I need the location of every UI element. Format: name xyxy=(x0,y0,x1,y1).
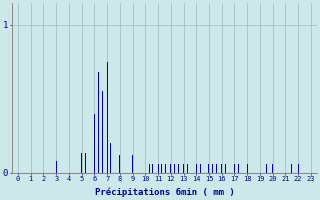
Bar xyxy=(291,164,292,173)
Bar xyxy=(272,164,273,173)
Bar xyxy=(234,164,235,173)
Bar xyxy=(165,164,166,173)
Bar xyxy=(56,161,57,173)
Bar xyxy=(119,155,120,173)
Bar xyxy=(161,164,162,173)
Bar xyxy=(216,164,217,173)
Bar xyxy=(107,62,108,173)
Bar xyxy=(200,164,201,173)
Bar xyxy=(212,164,213,173)
Bar xyxy=(110,143,111,173)
Bar xyxy=(238,164,239,173)
Bar xyxy=(170,164,171,173)
Bar xyxy=(298,164,299,173)
Bar xyxy=(225,164,226,173)
Bar xyxy=(266,164,267,173)
Bar xyxy=(132,155,133,173)
Bar xyxy=(174,164,175,173)
Bar xyxy=(94,114,95,173)
Bar xyxy=(221,164,222,173)
Bar xyxy=(183,164,184,173)
Bar xyxy=(157,164,159,173)
Bar xyxy=(98,72,99,173)
Bar xyxy=(85,153,86,173)
Bar xyxy=(209,164,210,173)
Bar xyxy=(247,164,248,173)
Bar xyxy=(101,91,102,173)
Bar xyxy=(81,153,82,173)
Bar xyxy=(196,164,197,173)
Bar xyxy=(152,164,154,173)
Bar xyxy=(178,164,179,173)
Bar xyxy=(187,164,188,173)
X-axis label: Précipitations 6min ( mm ): Précipitations 6min ( mm ) xyxy=(94,188,234,197)
Bar xyxy=(148,164,150,173)
